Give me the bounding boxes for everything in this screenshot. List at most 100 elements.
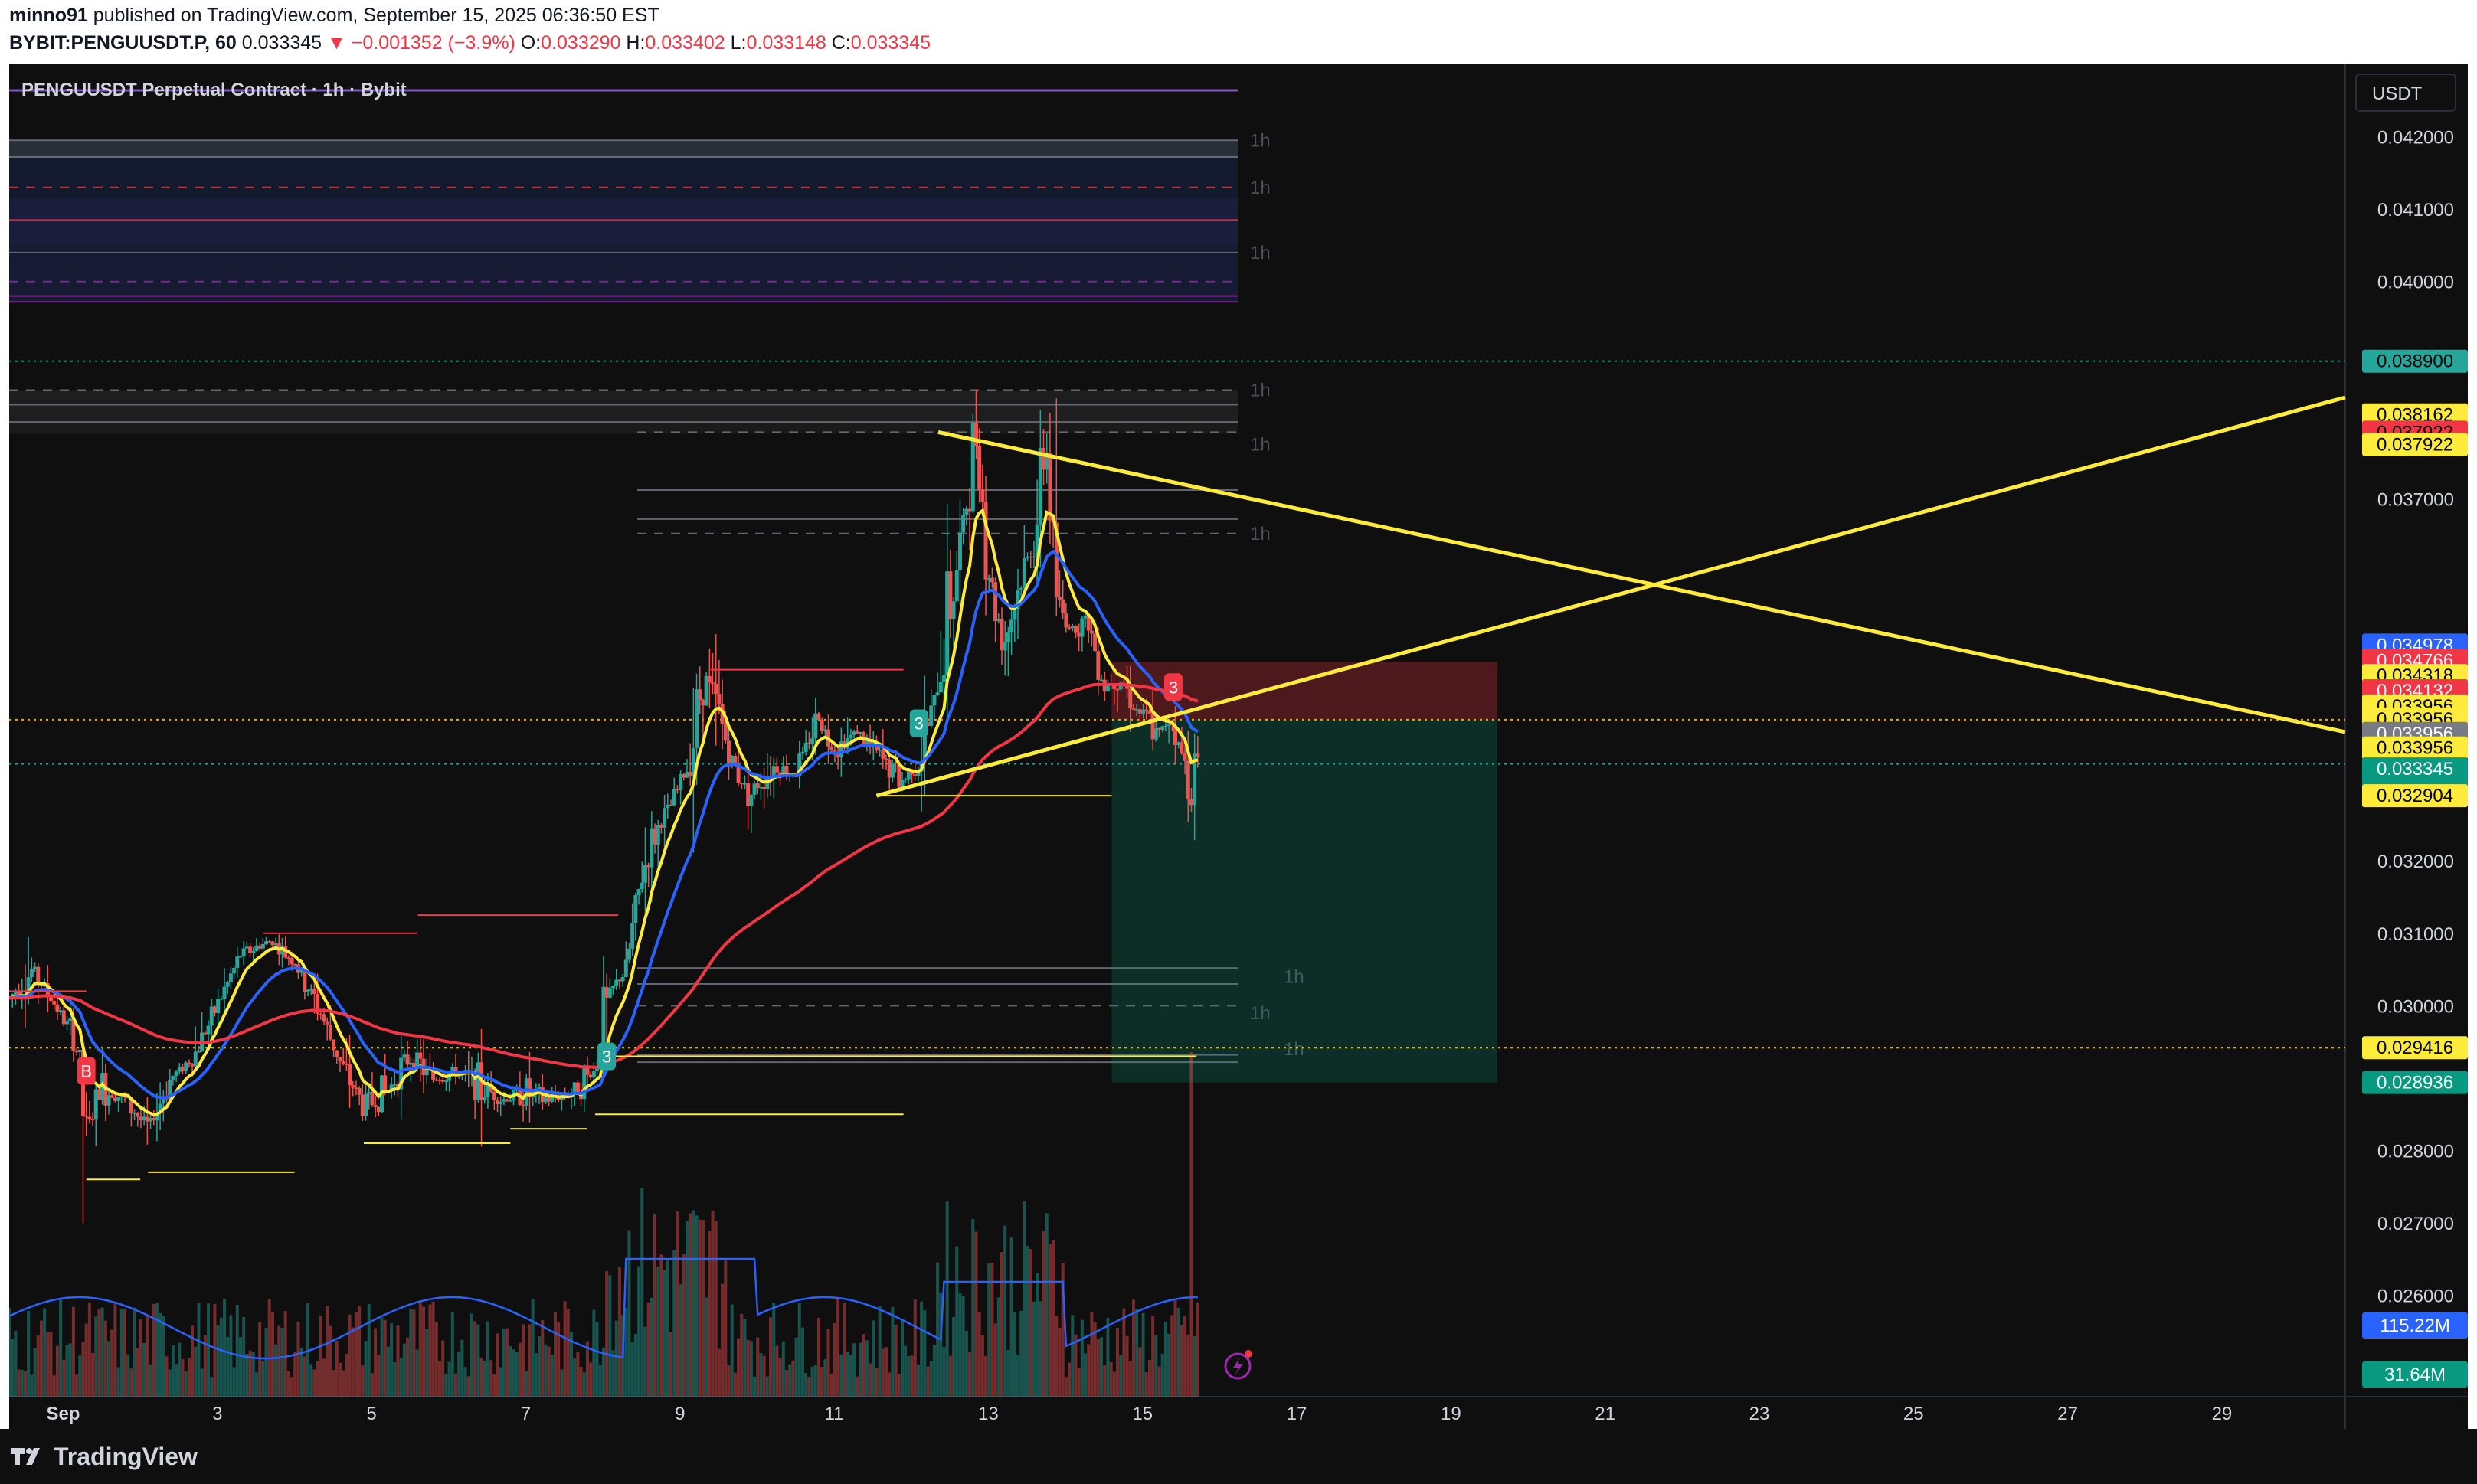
tradingview-logo[interactable]: TradingView	[11, 1440, 198, 1473]
volume-bar	[270, 1312, 274, 1397]
candle-body	[316, 994, 320, 1014]
author-name[interactable]: minno91	[9, 5, 88, 26]
candle-body	[1032, 556, 1036, 558]
price-axis-tick: 0.027000	[2377, 1214, 2454, 1234]
candle-body	[784, 766, 789, 777]
volume-bar	[692, 1210, 695, 1397]
volume-bar	[393, 1362, 397, 1397]
volume-bar	[920, 1301, 924, 1397]
volume-bar	[322, 1358, 326, 1397]
candle-body	[659, 825, 663, 828]
volume-bar	[126, 1354, 130, 1397]
volume-bar	[826, 1329, 830, 1397]
candle-body	[640, 882, 644, 890]
currency-button[interactable]: USDT	[2355, 74, 2456, 112]
volume-bar	[653, 1214, 657, 1397]
volume-bar	[1080, 1319, 1084, 1397]
volume-bar	[679, 1284, 682, 1397]
candle-body	[771, 766, 776, 779]
volume-bar	[133, 1307, 136, 1397]
volume-bar	[1170, 1315, 1174, 1397]
volume-bar	[582, 1372, 586, 1397]
price-chart[interactable]: 1h 1h 1h 1h 1h 1h 1h 1h 1h B 3 3 3 0.042000 0.041000 0.…	[9, 64, 2468, 1429]
volume-bar	[964, 1330, 968, 1397]
signal-marker-label: 3	[602, 1048, 611, 1067]
volume-bar	[155, 1303, 159, 1397]
candle-body	[1183, 753, 1187, 761]
candle-body	[270, 941, 275, 946]
candle-body	[957, 532, 962, 570]
volume-bar	[194, 1346, 198, 1397]
replay-icon-bolt	[1233, 1358, 1243, 1374]
candle-body	[906, 770, 911, 780]
signal-marker-label: 3	[915, 714, 924, 734]
candle-body	[717, 694, 722, 704]
volume-bar	[958, 1293, 962, 1397]
candle-body	[502, 1099, 506, 1102]
volume-bar	[1042, 1231, 1045, 1397]
candle-body	[739, 783, 744, 784]
volume-bar	[1023, 1201, 1026, 1397]
candle-body	[216, 999, 221, 1013]
candle-body	[402, 1054, 407, 1058]
candle-body	[672, 789, 676, 806]
volume-bar	[843, 1302, 846, 1397]
candle-body	[1196, 753, 1200, 757]
candle-body	[496, 1100, 500, 1105]
time-axis-tick: 17	[1287, 1404, 1307, 1424]
volume-bar	[945, 1201, 949, 1397]
volume-bar	[993, 1323, 997, 1397]
volume-bar	[888, 1372, 892, 1397]
volume-bar	[810, 1366, 814, 1397]
candle-body	[682, 774, 686, 778]
volume-bar	[971, 1219, 975, 1397]
candle-body	[623, 959, 628, 977]
volume-bar	[781, 1341, 785, 1397]
volume-bar	[608, 1275, 612, 1397]
candle-body	[119, 1096, 124, 1098]
candle-body	[627, 948, 631, 960]
candle-body	[823, 729, 827, 731]
volume-bar	[727, 1365, 731, 1397]
price-tag-badge	[2362, 433, 2468, 456]
candle-body	[260, 943, 265, 949]
volume-bar	[1064, 1377, 1068, 1397]
volume-bar	[370, 1373, 374, 1397]
price-axis-tick: 0.030000	[2377, 996, 2454, 1017]
candle-body	[133, 1113, 137, 1115]
candle-body	[973, 423, 978, 446]
candle-body	[524, 1078, 528, 1106]
volume-bar	[592, 1309, 596, 1397]
volume-bar	[573, 1358, 577, 1397]
candle-body	[887, 759, 892, 778]
candle-body	[913, 774, 918, 776]
candle-body	[33, 966, 38, 969]
candle-body	[251, 950, 256, 954]
volume-bar	[444, 1374, 448, 1397]
candle-body	[591, 1071, 596, 1078]
volume-bar	[52, 1375, 56, 1397]
volume-bar	[743, 1319, 747, 1397]
candle-body	[675, 789, 679, 791]
candle-body	[922, 722, 927, 762]
volume-bar	[335, 1341, 339, 1397]
candle-body	[1003, 642, 1007, 651]
volume-bar	[1074, 1334, 1078, 1397]
chart-pane[interactable]: 1h 1h 1h 1h 1h 1h 1h 1h 1h B 3 3 3 0.042000 0.041000 0.…	[9, 64, 2468, 1429]
zone-band	[9, 245, 1238, 302]
volume-bar	[775, 1345, 779, 1397]
volume-bar	[175, 1364, 178, 1397]
volume-bar	[1180, 1325, 1183, 1397]
volume-bar	[522, 1324, 525, 1397]
price-tag-label: 0.029416	[2377, 1038, 2453, 1058]
candle-body	[219, 999, 224, 1000]
price-axis-tick: 0.042000	[2377, 128, 2454, 149]
candle-body	[196, 1051, 201, 1053]
candle-body	[158, 1103, 162, 1113]
candle-body	[910, 770, 915, 775]
volume-bar	[428, 1304, 432, 1397]
candle-body	[1144, 709, 1149, 711]
price-tag-label: 0.038900	[2377, 351, 2453, 372]
volume-bar	[338, 1362, 342, 1397]
chart-legend-title[interactable]: PENGUUSDT Perpetual Contract · 1h · Bybi…	[21, 80, 407, 100]
